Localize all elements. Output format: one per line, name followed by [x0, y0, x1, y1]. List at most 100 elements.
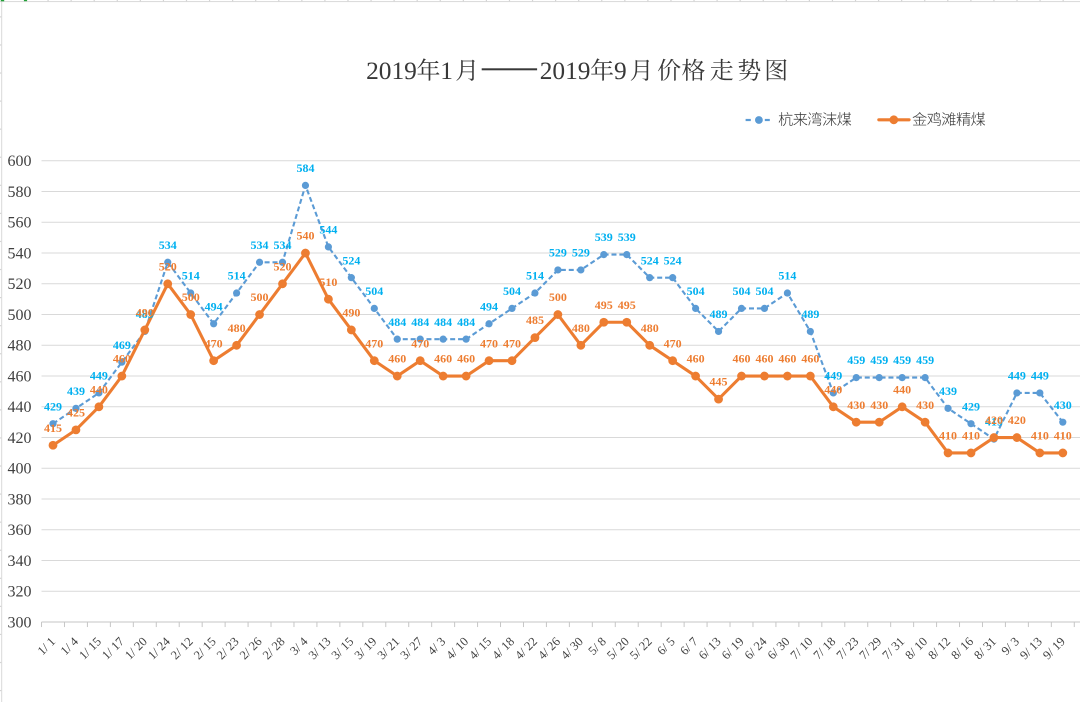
svg-text:600: 600	[8, 153, 32, 170]
svg-text:480: 480	[641, 321, 659, 335]
svg-text:300: 300	[8, 614, 32, 631]
svg-text:494: 494	[205, 299, 223, 313]
svg-text:440: 440	[90, 382, 108, 396]
svg-text:460: 460	[388, 352, 406, 366]
svg-text:459: 459	[916, 353, 934, 367]
svg-text:460: 460	[687, 352, 705, 366]
svg-text:489: 489	[801, 307, 819, 321]
svg-text:534: 534	[159, 238, 177, 252]
svg-text:429: 429	[962, 399, 980, 413]
svg-text:459: 459	[870, 353, 888, 367]
svg-text:484: 484	[457, 315, 475, 329]
svg-text:440: 440	[8, 399, 32, 416]
svg-text:460: 460	[434, 352, 452, 366]
svg-text:469: 469	[113, 338, 131, 352]
svg-text:490: 490	[136, 306, 154, 320]
svg-text:504: 504	[503, 284, 521, 298]
svg-text:410: 410	[962, 429, 980, 443]
svg-text:460: 460	[457, 352, 475, 366]
svg-text:2019: 2019	[366, 57, 417, 85]
svg-text:480: 480	[8, 338, 32, 355]
svg-text:484: 484	[434, 315, 452, 329]
svg-text:440: 440	[824, 382, 842, 396]
svg-text:520: 520	[159, 259, 177, 273]
svg-text:529: 529	[572, 246, 590, 260]
svg-text:449: 449	[1031, 369, 1049, 383]
svg-text:460: 460	[755, 352, 773, 366]
svg-text:514: 514	[182, 269, 200, 283]
svg-text:2019: 2019	[540, 57, 591, 85]
svg-text:415: 415	[44, 421, 62, 435]
svg-text:534: 534	[251, 238, 269, 252]
svg-text:340: 340	[8, 553, 32, 570]
svg-text:504: 504	[733, 284, 751, 298]
svg-text:460: 460	[8, 368, 32, 385]
svg-text:430: 430	[870, 398, 888, 412]
svg-text:490: 490	[342, 306, 360, 320]
svg-text:410: 410	[1031, 429, 1049, 443]
svg-text:460: 460	[733, 352, 751, 366]
svg-text:460: 460	[778, 352, 796, 366]
svg-text:500: 500	[549, 290, 567, 304]
svg-text:495: 495	[595, 298, 613, 312]
svg-text:430: 430	[847, 398, 865, 412]
svg-text:500: 500	[8, 307, 32, 324]
svg-text:410: 410	[939, 429, 957, 443]
svg-text:500: 500	[182, 290, 200, 304]
svg-text:484: 484	[411, 315, 429, 329]
svg-text:439: 439	[939, 384, 957, 398]
svg-text:494: 494	[480, 299, 498, 313]
svg-text:560: 560	[8, 215, 32, 232]
svg-text:480: 480	[572, 321, 590, 335]
svg-text:420: 420	[985, 413, 1003, 427]
svg-text:439: 439	[67, 384, 85, 398]
svg-text:400: 400	[8, 461, 32, 478]
svg-text:360: 360	[8, 522, 32, 539]
svg-text:514: 514	[526, 269, 544, 283]
svg-text:504: 504	[755, 284, 773, 298]
svg-text:504: 504	[687, 284, 705, 298]
svg-text:1: 1	[440, 57, 453, 85]
svg-text:470: 470	[503, 336, 521, 350]
svg-text:489: 489	[710, 307, 728, 321]
svg-text:420: 420	[8, 430, 32, 447]
svg-text:430: 430	[1054, 398, 1072, 412]
svg-text:524: 524	[664, 253, 682, 267]
svg-text:445: 445	[710, 375, 728, 389]
svg-text:524: 524	[342, 253, 360, 267]
svg-text:449: 449	[1008, 369, 1026, 383]
svg-text:580: 580	[8, 184, 32, 201]
svg-text:470: 470	[365, 336, 383, 350]
svg-text:495: 495	[618, 298, 636, 312]
svg-text:449: 449	[824, 369, 842, 383]
svg-text:540: 540	[296, 229, 314, 243]
svg-text:520: 520	[8, 276, 32, 293]
svg-text:320: 320	[8, 584, 32, 601]
svg-text:460: 460	[801, 352, 819, 366]
svg-text:520: 520	[274, 259, 292, 273]
svg-text:459: 459	[847, 353, 865, 367]
svg-text:514: 514	[778, 269, 796, 283]
svg-text:540: 540	[8, 245, 32, 262]
svg-text:489: 489	[136, 307, 154, 321]
svg-text:380: 380	[8, 491, 32, 508]
svg-text:429: 429	[44, 399, 62, 413]
svg-text:504: 504	[365, 284, 383, 298]
svg-text:529: 529	[549, 246, 567, 260]
svg-text:470: 470	[664, 336, 682, 350]
svg-text:480: 480	[228, 321, 246, 335]
svg-text:544: 544	[319, 223, 337, 237]
svg-text:440: 440	[893, 382, 911, 396]
svg-text:420: 420	[1008, 413, 1026, 427]
svg-text:460: 460	[113, 352, 131, 366]
svg-text:9: 9	[614, 57, 627, 85]
svg-text:419: 419	[985, 415, 1003, 429]
svg-text:484: 484	[388, 315, 406, 329]
svg-text:430: 430	[916, 398, 934, 412]
svg-text:410: 410	[1054, 429, 1072, 443]
svg-text:534: 534	[274, 238, 292, 252]
svg-text:539: 539	[595, 230, 613, 244]
svg-text:470: 470	[205, 336, 223, 350]
svg-text:500: 500	[251, 290, 269, 304]
svg-text:425: 425	[67, 405, 85, 419]
